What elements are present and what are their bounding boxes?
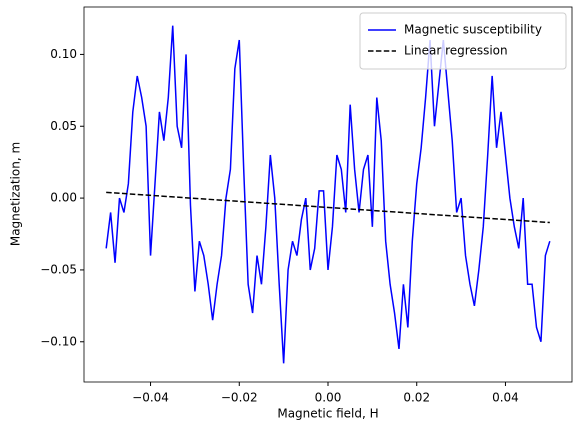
legend-label: Magnetic susceptibility [404,23,542,37]
x-tick-label: 0.04 [492,391,519,405]
x-tick-label: −0.04 [132,391,169,405]
y-axis-label: Magnetization, m [9,142,23,246]
line [105,25,551,364]
y-tick-label: −0.10 [40,334,77,348]
y-tick-label: 0.00 [50,191,77,205]
y-tick-label: 0.05 [50,119,77,133]
plot-frame [83,6,573,383]
legend [359,12,567,70]
legend-label: Linear regression [404,44,508,58]
x-axis-label: Magnetic field, H [277,407,378,421]
y-tick-label: 0.10 [50,47,77,61]
line [106,191,550,224]
x-tick-label: 0.02 [403,391,430,405]
x-tick-label: −0.02 [221,391,258,405]
x-tick-label: 0.00 [315,391,342,405]
y-tick-label: −0.05 [40,262,77,276]
